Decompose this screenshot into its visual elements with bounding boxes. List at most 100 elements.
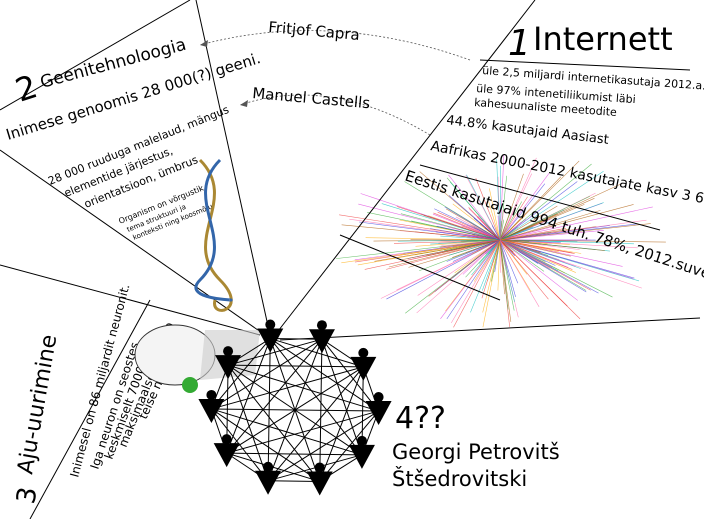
graph-edge [270, 338, 322, 340]
internet-map-line [499, 201, 523, 241]
internet-map-line [499, 198, 595, 241]
internet-map-line [386, 239, 501, 270]
internet-map-line [428, 239, 501, 297]
internet-map-line [499, 239, 509, 310]
section-title: Internett [533, 20, 673, 58]
internet-map-line [490, 239, 501, 282]
graph-edge [321, 339, 363, 455]
arrowhead [200, 40, 208, 47]
internet-map-line [453, 239, 501, 328]
internet-map-line [499, 239, 553, 268]
internet-map-line [489, 188, 501, 241]
internet-map-line [470, 239, 501, 313]
graph-node-head [221, 434, 232, 445]
internet-map-line [354, 239, 501, 261]
internet-map-line [499, 165, 501, 241]
graph-node-head [373, 392, 384, 403]
internet-map-line [339, 214, 501, 241]
internet-map-line [499, 206, 653, 241]
internet-map-line [430, 239, 501, 245]
graph-node [198, 398, 225, 423]
arrow [199, 30, 471, 61]
internet-map-line [499, 235, 526, 241]
ray [419, 164, 661, 231]
graph-node-head [358, 347, 369, 358]
internet-map-line [499, 202, 604, 241]
internet-map-line [468, 207, 501, 241]
graph-node [306, 471, 333, 496]
arrow-label: Manuel Castells [252, 84, 371, 112]
internet-map-line [444, 206, 501, 241]
internet-map-line [417, 239, 501, 296]
graph-edge [226, 338, 271, 454]
internet-map-line [416, 239, 501, 314]
internet-map-line [450, 239, 501, 324]
internet-map-line [499, 183, 546, 241]
network-graph [198, 319, 392, 496]
internet-map-line [499, 239, 545, 272]
graph-node-head [314, 462, 325, 473]
internet-map-line [499, 239, 550, 269]
internet-map-line [499, 239, 635, 279]
internet-map-line [499, 239, 568, 307]
graph-node [308, 329, 335, 354]
internet-map-line [499, 160, 580, 241]
neuron-icon [182, 377, 198, 393]
internet-map-line [473, 239, 501, 282]
graph-edge [211, 408, 320, 482]
dna-strand [198, 158, 233, 312]
internet-map-line [499, 239, 519, 284]
graph-edge [227, 364, 363, 456]
internet-map-line [400, 213, 501, 241]
internet-map-line [397, 239, 501, 242]
section-number: 1 [508, 23, 531, 64]
internet-map-line [446, 239, 501, 320]
internet-map-line [499, 223, 651, 241]
graph-node [350, 356, 377, 381]
internet-map-line [499, 239, 666, 243]
internet-map-line [499, 239, 634, 245]
graph-edge [211, 366, 364, 410]
internet-map-line [499, 196, 528, 241]
internet-map-line [448, 174, 501, 241]
graph-edge [211, 408, 363, 456]
arrowhead [240, 100, 248, 107]
internet-map-line [499, 154, 505, 241]
internet-map-line [499, 170, 604, 241]
internet-map-line [436, 225, 501, 241]
internet-map-line [499, 181, 578, 241]
internet-map-line [357, 239, 501, 266]
internet-map-line [499, 205, 558, 241]
internet-map-line [499, 173, 524, 241]
section-subtitle: Štšedrovitski [392, 466, 527, 491]
arrow [239, 94, 431, 136]
graph-node-head [265, 319, 276, 330]
internet-map-line [461, 225, 501, 241]
ray [339, 234, 501, 301]
internet-map-line [499, 239, 573, 270]
internet-map-line [499, 209, 504, 241]
internet-map-line [446, 177, 501, 241]
ray [479, 59, 691, 71]
internet-map-line [499, 204, 634, 241]
internet-map-line [496, 159, 501, 241]
internet-map-line [482, 239, 501, 313]
internet-map-line [499, 239, 508, 268]
internet-map-line [381, 203, 501, 241]
internet-map-line [455, 216, 501, 241]
internet-map-line [499, 210, 601, 241]
graph-edge [211, 408, 269, 482]
ray [0, 264, 261, 336]
graph-node-head [223, 346, 234, 357]
internet-map-line [466, 224, 501, 241]
internet-map-line [462, 239, 501, 275]
internet-map-line [471, 239, 501, 276]
graph-edge [227, 365, 269, 481]
internet-map-line [488, 201, 501, 241]
ray [274, 0, 536, 336]
text-line: 44.8% kasutajaid Aasiast [446, 113, 610, 148]
internet-map-line [499, 173, 550, 241]
internet-map-line [499, 239, 549, 300]
graph-edge [267, 410, 379, 482]
graph-node [215, 355, 242, 380]
